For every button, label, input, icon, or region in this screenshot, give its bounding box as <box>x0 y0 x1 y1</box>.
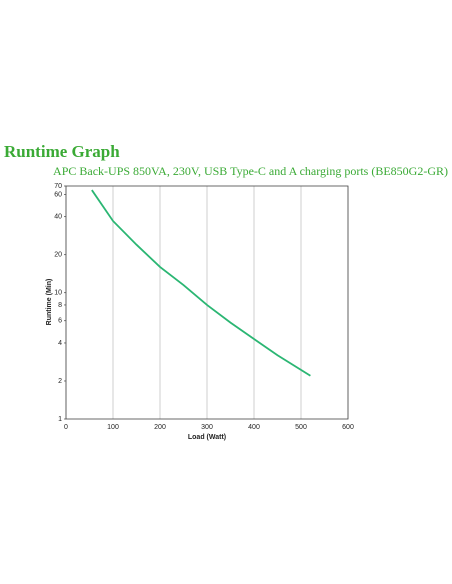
x-axis-label: Load (Watt) <box>188 434 226 441</box>
y-tick-label: 4 <box>58 340 62 347</box>
y-tick-label: 8 <box>58 302 62 309</box>
y-tick-label: 6 <box>58 318 62 325</box>
x-tick-label: 100 <box>107 424 119 431</box>
chart-title: Runtime Graph <box>4 142 120 161</box>
y-tick-label: 10 <box>54 290 62 297</box>
x-tick-label: 600 <box>342 424 354 431</box>
x-tick-label: 0 <box>64 424 68 431</box>
y-tick-label: 70 <box>54 183 62 190</box>
y-tick-label: 1 <box>58 416 62 423</box>
x-tick-label: 300 <box>201 424 213 431</box>
chart-subtitle: APC Back-UPS 850VA, 230V, USB Type-C and… <box>53 164 448 178</box>
y-tick-label: 60 <box>54 191 62 198</box>
x-tick-label: 400 <box>248 424 260 431</box>
y-axis-label: Runtime (Min) <box>46 279 53 326</box>
x-tick-label: 500 <box>295 424 307 431</box>
data-line <box>91 189 311 377</box>
x-tick-label: 200 <box>154 424 166 431</box>
y-tick-label: 20 <box>54 252 62 259</box>
y-tick-label: 40 <box>54 214 62 221</box>
y-tick-label: 2 <box>58 378 62 385</box>
plot-frame <box>65 185 349 420</box>
